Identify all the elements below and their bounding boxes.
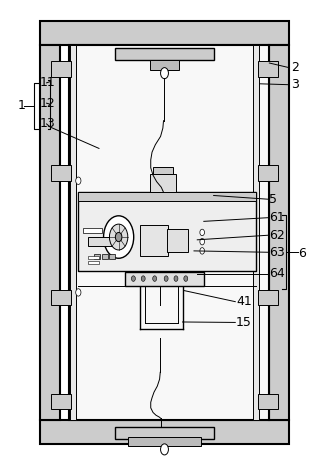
Circle shape (161, 68, 168, 79)
Bar (83, 228, 102, 233)
Text: 12: 12 (39, 97, 55, 110)
Bar (51, 61, 71, 77)
Bar (253, 44, 259, 420)
Circle shape (184, 276, 188, 282)
Circle shape (200, 248, 204, 254)
Bar (269, 44, 289, 420)
Bar (51, 165, 71, 181)
Text: 62: 62 (269, 229, 285, 242)
Bar (258, 165, 278, 181)
Circle shape (200, 238, 204, 245)
Bar (115, 427, 214, 439)
Bar (78, 192, 256, 200)
Bar (40, 44, 60, 420)
Bar (150, 174, 176, 192)
Bar (51, 394, 71, 409)
Bar (69, 44, 269, 420)
Circle shape (115, 232, 122, 242)
Bar (125, 272, 204, 286)
Bar (258, 61, 278, 77)
Text: 64: 64 (269, 268, 285, 281)
Circle shape (110, 224, 128, 250)
Bar (150, 60, 179, 70)
Circle shape (141, 276, 145, 282)
Circle shape (76, 177, 81, 184)
Bar (40, 20, 289, 44)
Bar (269, 44, 289, 420)
Bar (78, 192, 256, 271)
Text: 2: 2 (291, 61, 298, 74)
Bar (40, 44, 60, 420)
Bar (140, 225, 168, 256)
Circle shape (104, 216, 134, 258)
Text: 13: 13 (39, 118, 55, 131)
Circle shape (174, 276, 178, 282)
Text: 3: 3 (291, 78, 298, 91)
Bar (128, 438, 201, 446)
Bar (153, 167, 173, 174)
Bar (94, 254, 100, 259)
Text: 5: 5 (269, 193, 277, 206)
Bar (40, 420, 289, 444)
Bar (109, 254, 115, 259)
Circle shape (164, 276, 168, 282)
Circle shape (76, 289, 81, 296)
Circle shape (200, 229, 204, 236)
Text: 11: 11 (39, 76, 55, 89)
Bar (51, 290, 71, 306)
Text: 15: 15 (236, 316, 252, 329)
Text: 41: 41 (236, 295, 252, 308)
Circle shape (153, 276, 157, 282)
Bar (40, 420, 289, 444)
Circle shape (131, 276, 135, 282)
Bar (89, 237, 112, 246)
Bar (102, 254, 108, 259)
Bar (40, 20, 289, 44)
Bar (89, 256, 99, 259)
Circle shape (161, 444, 168, 455)
Text: 61: 61 (269, 211, 285, 224)
Bar (258, 290, 278, 306)
Bar (258, 394, 278, 409)
Bar (115, 48, 214, 60)
Text: 6: 6 (298, 247, 306, 260)
Text: 63: 63 (269, 246, 285, 259)
Bar (167, 229, 189, 252)
Bar (89, 261, 99, 264)
Text: 1: 1 (18, 100, 26, 113)
Bar (70, 44, 76, 420)
